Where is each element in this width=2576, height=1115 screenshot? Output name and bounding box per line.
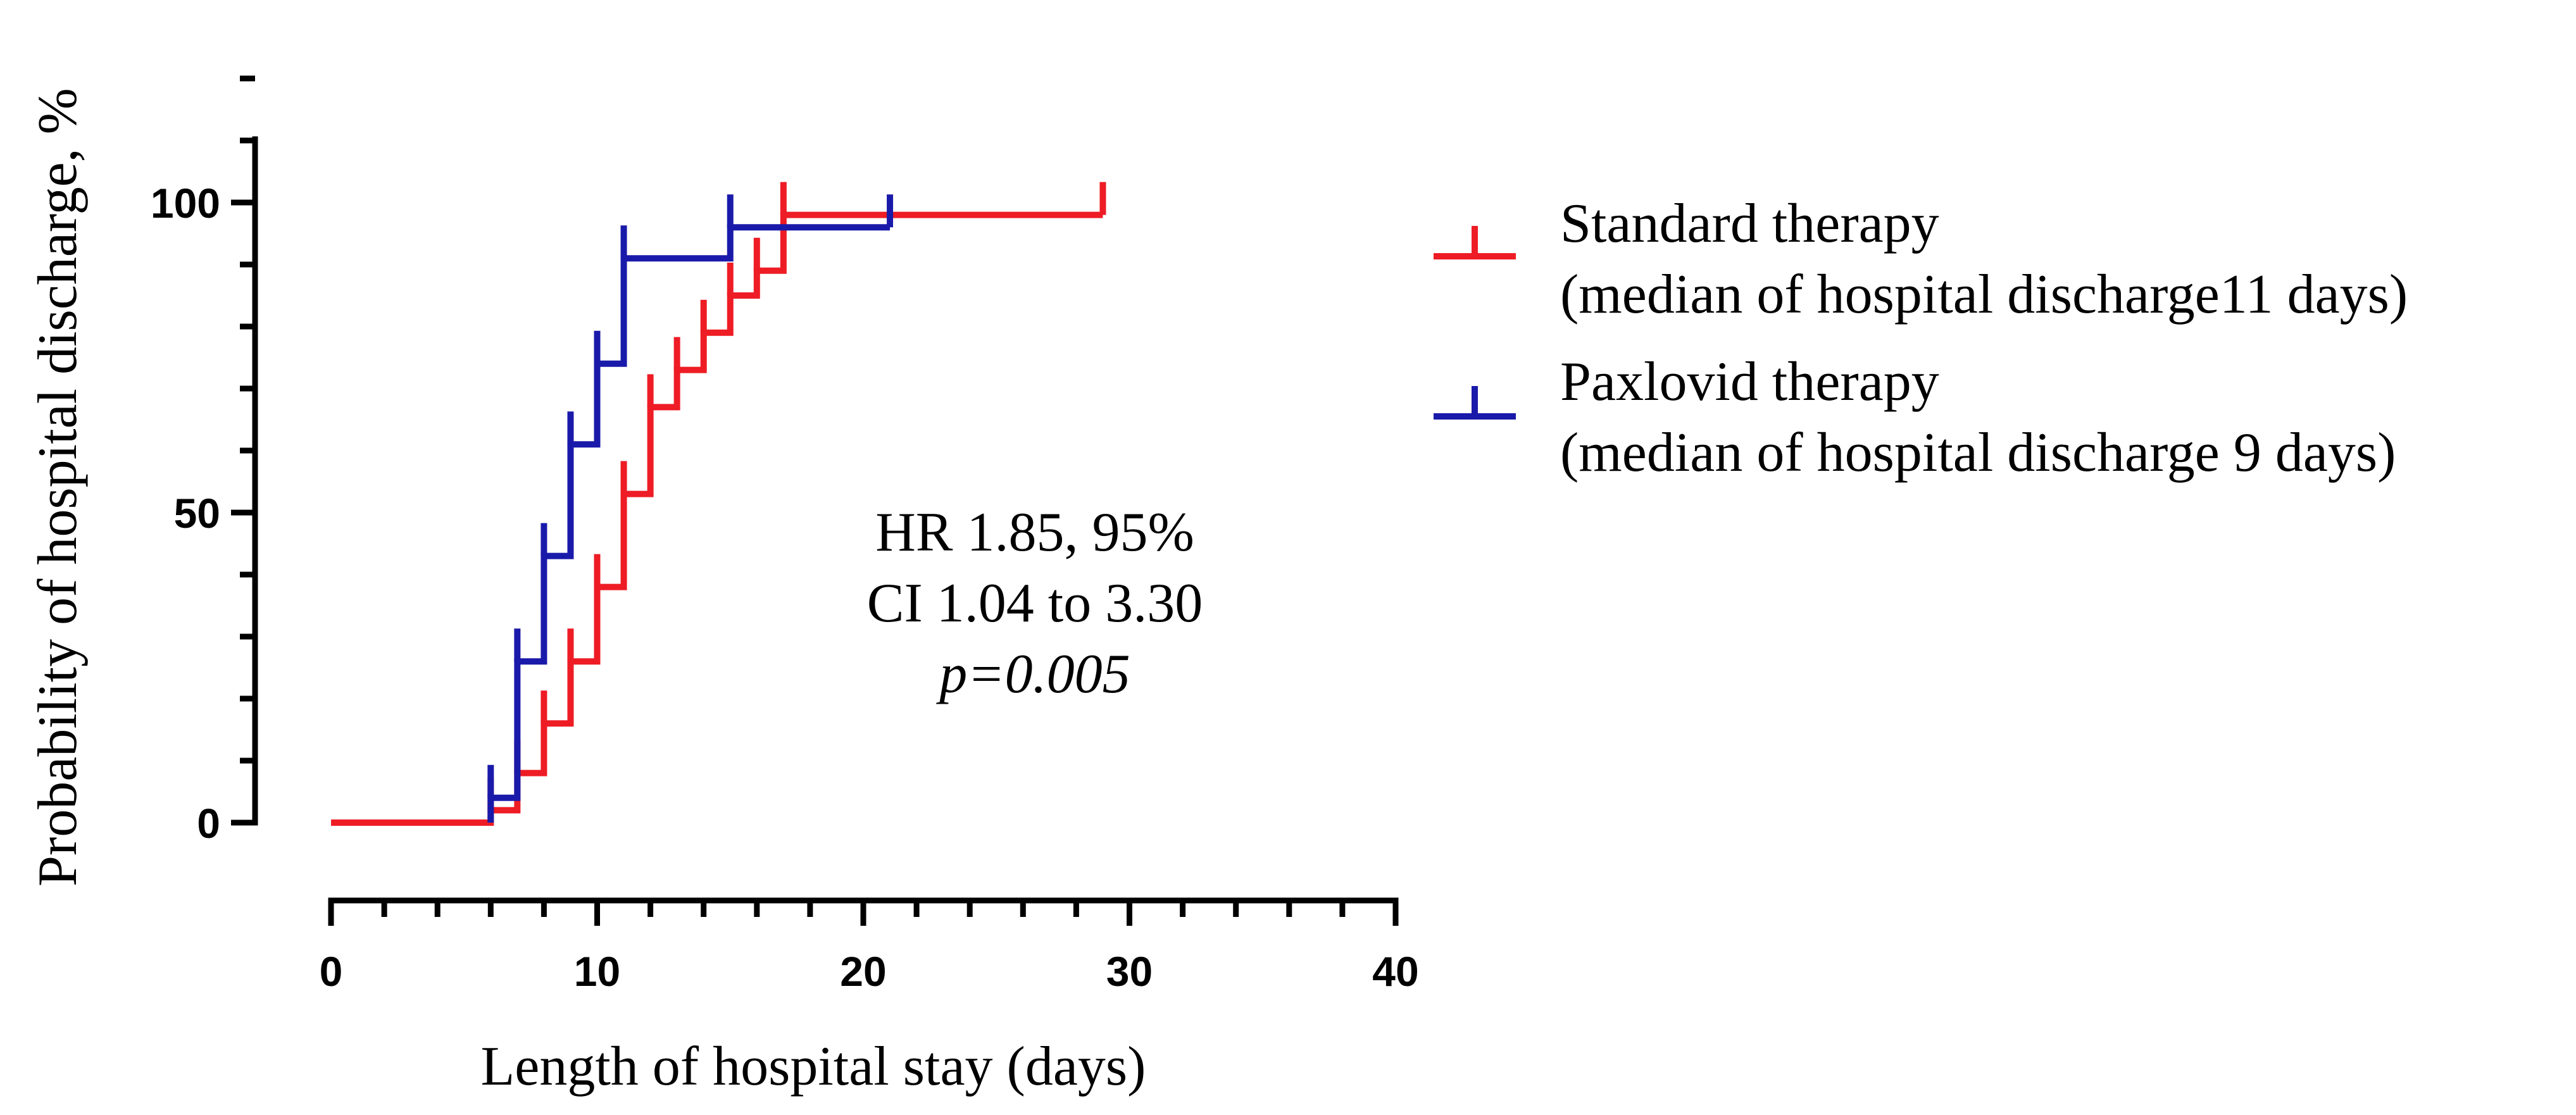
y-tick-label: 100 <box>151 180 220 227</box>
series-layer <box>331 182 1106 826</box>
x-tick-label: 20 <box>840 948 886 995</box>
stats-annotation: HR 1.85, 95% CI 1.04 to 3.30 p=0.005 <box>867 502 1203 705</box>
annotation-ci: CI 1.04 to 3.30 <box>867 573 1203 634</box>
annotation-p: p=0.005 <box>935 644 1130 705</box>
y-axis-title: Probability of hospital discharge, % <box>27 88 89 887</box>
legend-sublabel-paxlovid: (median of hospital discharge 9 days) <box>1560 422 2396 483</box>
legend-label-paxlovid: Paxlovid therapy <box>1560 351 1939 413</box>
series-line-standard <box>331 211 1103 826</box>
legend-symbol-standard <box>1434 226 1516 259</box>
series-line-paxlovid <box>487 224 891 823</box>
y-tick-label: 0 <box>197 800 220 847</box>
annotation-hr: HR 1.85, 95% <box>875 502 1194 563</box>
x-axis-title: Length of hospital stay (days) <box>481 1036 1146 1097</box>
legend-symbol-paxlovid <box>1434 386 1516 420</box>
legend-item-standard: Standard therapy (median of hospital dis… <box>1434 193 2408 325</box>
x-tick-label: 30 <box>1106 948 1153 995</box>
x-tick-label: 40 <box>1372 948 1418 995</box>
legend-sublabel-standard: (median of hospital discharge11 days) <box>1560 264 2408 325</box>
y-axis: 0 50 100 <box>151 75 258 847</box>
x-tick-label: 10 <box>574 948 620 995</box>
legend: Standard therapy (median of hospital dis… <box>1434 193 2408 483</box>
x-tick-label: 0 <box>320 948 343 995</box>
y-tick-label: 50 <box>174 490 220 537</box>
legend-item-paxlovid: Paxlovid therapy (median of hospital dis… <box>1434 351 2396 483</box>
legend-label-standard: Standard therapy <box>1560 193 1939 254</box>
x-axis: 0 10 20 30 40 <box>320 897 1419 995</box>
